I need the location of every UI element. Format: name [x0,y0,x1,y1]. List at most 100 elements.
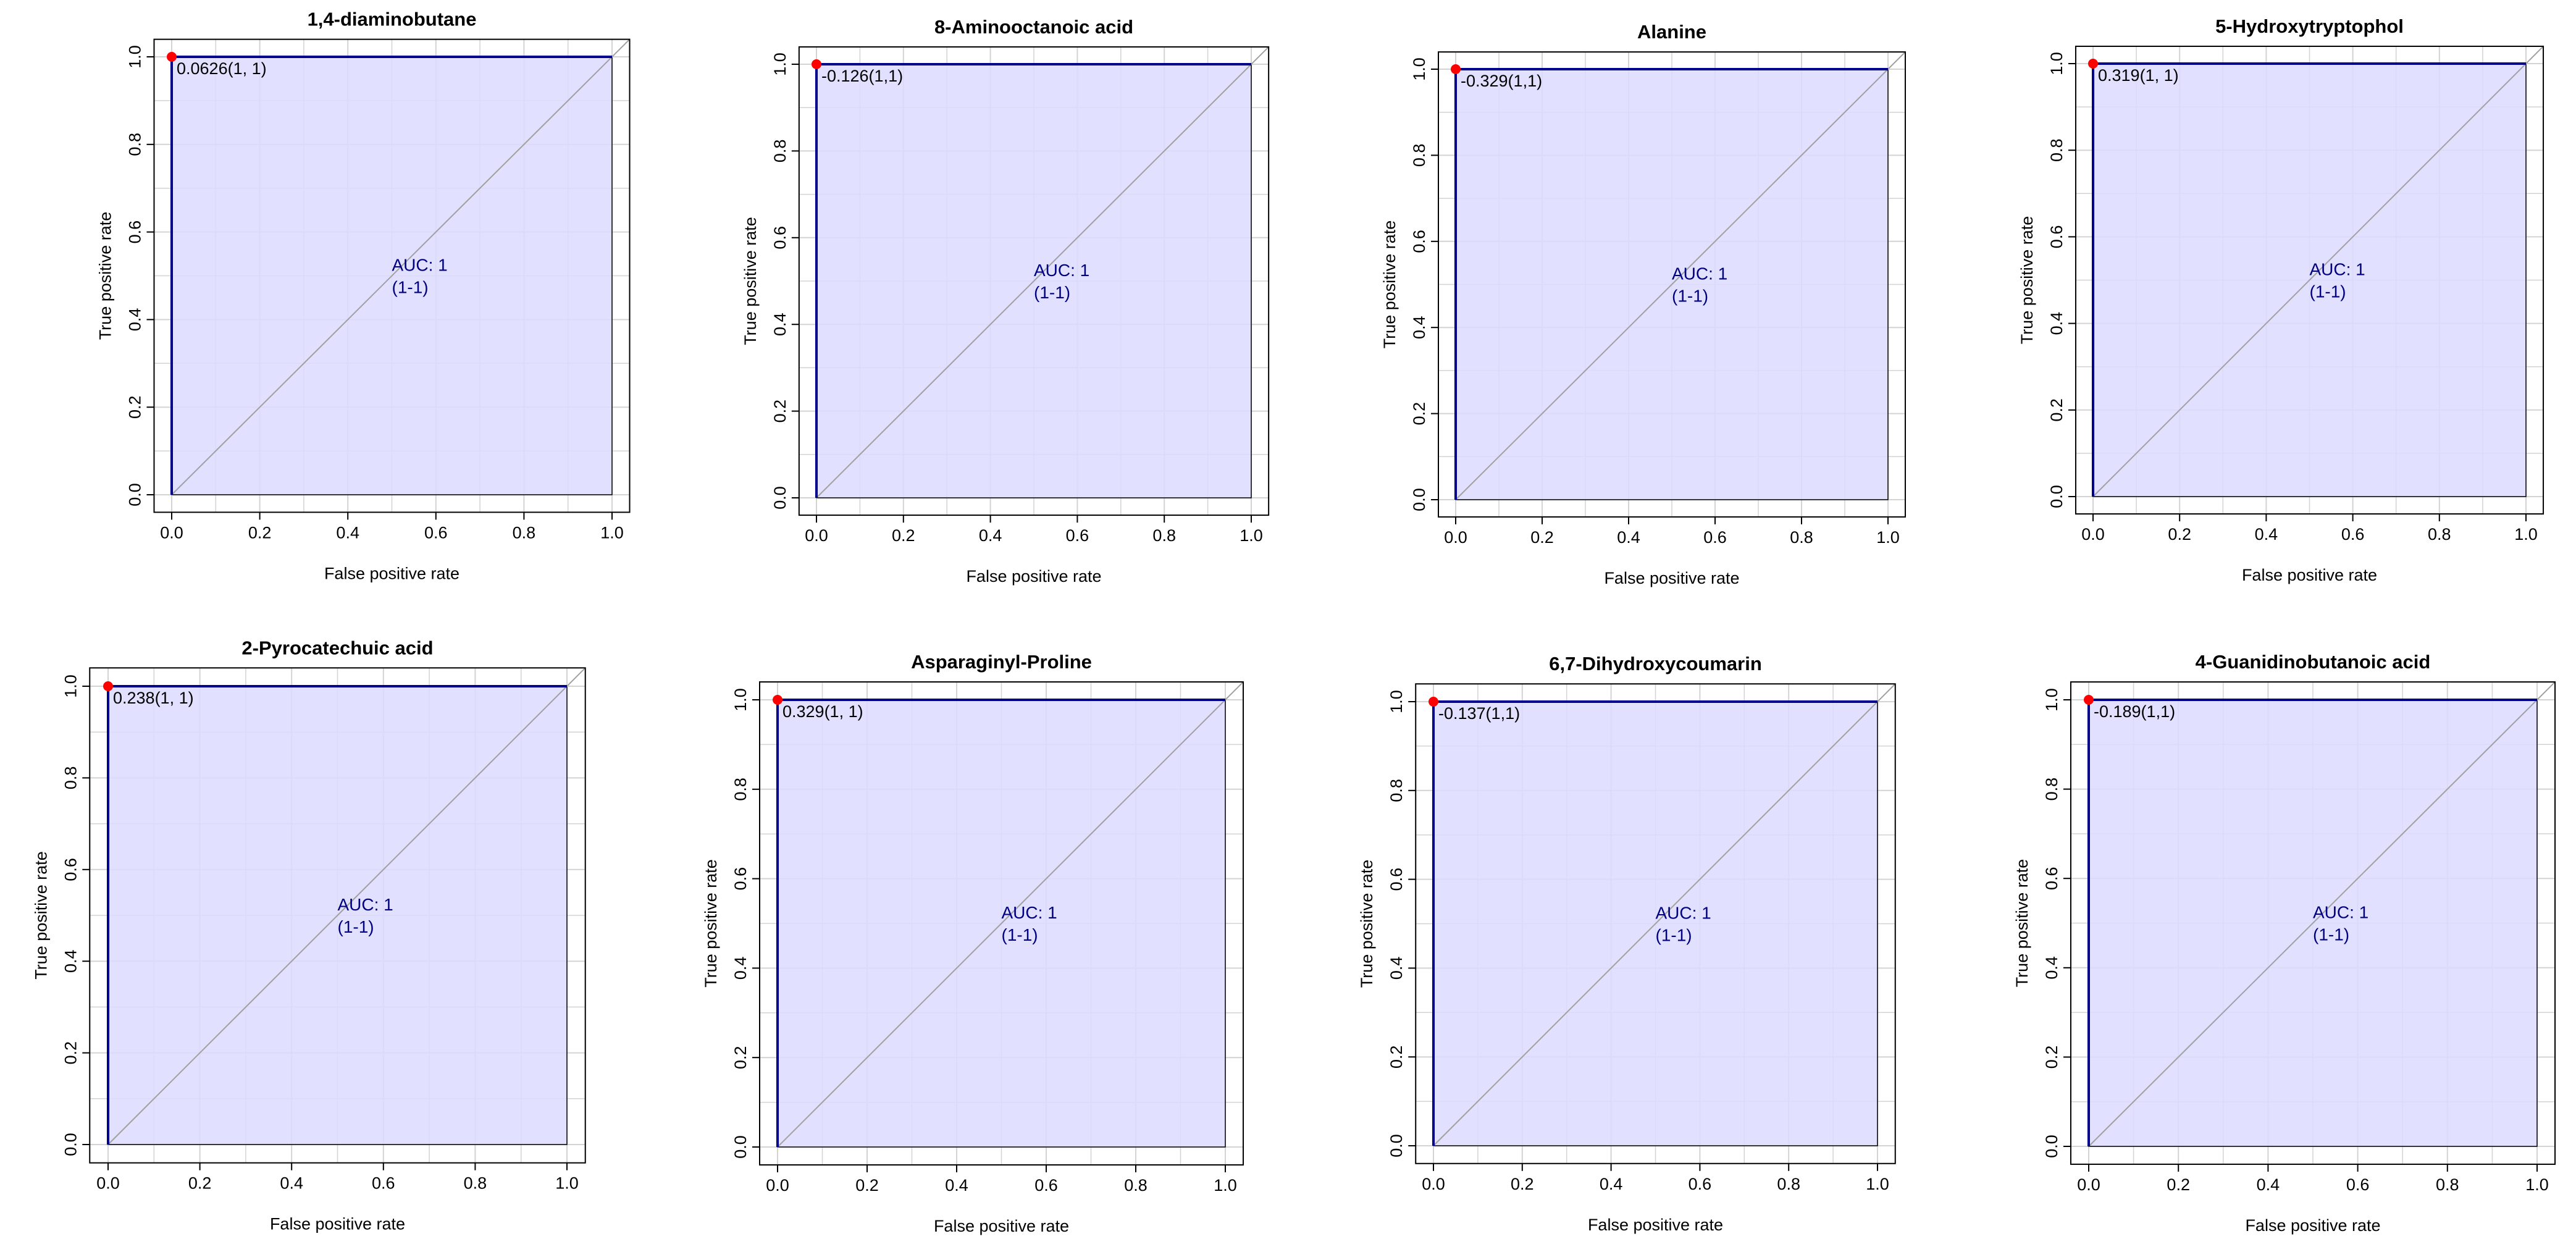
plot-frame [2075,45,2545,515]
x-axis: 0.0 0.2 0.4 0.6 0.8 1.0 [766,1164,1237,1195]
x-tick-label: 0.4 [979,526,1002,545]
roc-chart-5: 0.0 0.2 0.4 0.6 0.8 1.0 0.0 0.2 0.4 0.6 0.8 1.0 Fals… [31,637,586,1233]
x-tick-label: 0.2 [1530,528,1554,547]
x-axis-title: False positive rate [324,564,459,582]
threshold-label: -0.126(1,1) [821,67,903,85]
x-axis-title: False positive rate [2242,566,2377,584]
auc-ci-label: (1-1) [1002,925,1038,944]
x-tick-label: 1.0 [555,1174,579,1193]
threshold-label: 0.0626(1, 1) [177,59,267,78]
auc-label: AUC: 1 [2313,903,2368,922]
x-tick-label: 0.0 [160,523,183,542]
y-axis: 0.0 0.2 0.4 0.6 0.8 1.0 [1387,690,1416,1157]
x-axis: 0.0 0.2 0.4 0.6 0.8 1.0 [2081,514,2538,544]
y-axis: 0.0 0.2 0.4 0.6 0.8 1.0 [2042,688,2071,1158]
x-tick-label: 0.2 [2168,525,2191,544]
x-tick-label: 0.4 [2255,525,2278,544]
roc-chart-4: 0.0 0.2 0.4 0.6 0.8 1.0 0.0 0.2 0.4 0.6 0.8 1.0 Fals… [2018,15,2545,584]
auc-ci-label: (1-1) [1034,283,1070,302]
threshold-point [167,52,177,62]
y-tick-label: 0.0 [731,1135,750,1159]
roc-chart-7: 0.0 0.2 0.4 0.6 0.8 1.0 0.0 0.2 0.4 0.6 0.8 1.0 Fals… [1357,653,1896,1234]
y-tick-label: 0.4 [1387,957,1406,980]
y-tick-label: 0.0 [2042,1135,2061,1158]
y-tick-label: 0.2 [2047,398,2066,422]
chart-title: 5-Hydroxytryptophol [2215,15,2404,37]
threshold-label: -0.137(1,1) [1438,704,1520,723]
x-tick-label: 0.0 [766,1176,789,1195]
plot-frame [759,681,1244,1166]
y-axis: 0.0 0.2 0.4 0.6 0.8 1.0 [61,674,90,1156]
roc-chart-6: 0.0 0.2 0.4 0.6 0.8 1.0 0.0 0.2 0.4 0.6 0.8 1.0 Fals… [702,651,1244,1235]
y-tick-label: 0.4 [771,313,789,336]
y-tick-label: 0.8 [1387,779,1406,802]
y-axis: 0.0 0.2 0.4 0.6 0.8 1.0 [1410,57,1438,511]
y-tick-label: 0.4 [61,949,80,973]
threshold-point [1429,697,1438,707]
x-tick-label: 0.6 [2341,525,2365,544]
chart-title: 1,4-diaminobutane [308,9,477,30]
chart-title: 4-Guanidinobutanoic acid [2196,651,2431,673]
auc-label: AUC: 1 [1002,903,1057,922]
y-tick-label: 0.0 [2047,485,2066,508]
y-tick-label: 1.0 [125,45,144,69]
y-tick-label: 0.0 [125,483,144,506]
x-tick-label: 0.8 [1790,528,1813,547]
y-tick-label: 0.0 [1410,488,1429,511]
y-axis-title: True positive rate [741,217,760,345]
y-tick-label: 0.4 [1410,316,1429,339]
diagonal-line [171,38,631,495]
y-axis-title: True positive rate [96,212,114,340]
x-tick-label: 0.0 [805,526,828,545]
x-axis: 0.0 0.2 0.4 0.6 0.8 1.0 [1444,516,1900,547]
y-tick-label: 0.8 [771,140,789,163]
threshold-label: -0.189(1,1) [2094,702,2175,721]
x-tick-label: 0.8 [1124,1176,1147,1195]
x-tick-label: 0.0 [1444,528,1467,547]
x-tick-label: 0.4 [280,1174,303,1193]
roc-chart-8: 0.0 0.2 0.4 0.6 0.8 1.0 0.0 0.2 0.4 0.6 0.8 1.0 Fals… [2013,651,2556,1235]
y-tick-label: 0.8 [125,133,144,156]
y-tick-label: 0.2 [2042,1046,2061,1069]
y-tick-label: 0.8 [61,767,80,790]
plot-frame [1415,683,1896,1164]
y-tick-label: 0.2 [731,1046,750,1069]
x-axis: 0.0 0.2 0.4 0.6 0.8 1.0 [1422,1163,1889,1193]
y-axis-title: True positive rate [1380,221,1399,349]
y-tick-label: 0.6 [2042,867,2061,890]
y-tick-label: 0.0 [1387,1134,1406,1157]
x-tick-label: 0.0 [2077,1175,2100,1194]
x-axis-title: False positive rate [966,567,1101,586]
chart-title: 2-Pyrocatechuic acid [241,637,433,658]
y-tick-label: 0.2 [771,400,789,423]
x-tick-label: 0.0 [96,1174,120,1193]
y-tick-label: 1.0 [2042,688,2061,712]
plot-frame [798,46,1270,516]
y-tick-label: 0.8 [2047,138,2066,162]
y-axis-title: True positive rate [2013,859,2031,988]
diagonal-line [2088,681,2556,1147]
threshold-point [812,59,821,69]
threshold-label: -0.329(1,1) [1461,72,1542,90]
y-axis: 0.0 0.2 0.4 0.6 0.8 1.0 [731,688,760,1159]
x-tick-label: 0.8 [1777,1175,1800,1193]
threshold-point [2084,695,2094,705]
y-tick-label: 0.6 [771,226,789,250]
y-tick-label: 1.0 [1387,690,1406,713]
x-tick-label: 0.6 [424,523,448,542]
diagonal-line [816,46,1269,498]
x-tick-label: 0.8 [1152,526,1176,545]
y-tick-label: 0.6 [1410,230,1429,253]
x-tick-label: 1.0 [1240,526,1263,545]
auc-label: AUC: 1 [1672,264,1727,284]
plot-frame [89,667,586,1164]
y-axis-title: True positive rate [31,851,50,980]
auc-label: AUC: 1 [2310,260,2365,279]
x-tick-label: 0.4 [1617,528,1640,547]
x-axis-title: False positive rate [934,1217,1069,1235]
y-tick-label: 0.6 [1387,868,1406,891]
chart-title: Asparaginyl-Proline [911,651,1092,673]
x-tick-label: 0.6 [1066,526,1089,545]
y-tick-label: 0.2 [1410,402,1429,426]
